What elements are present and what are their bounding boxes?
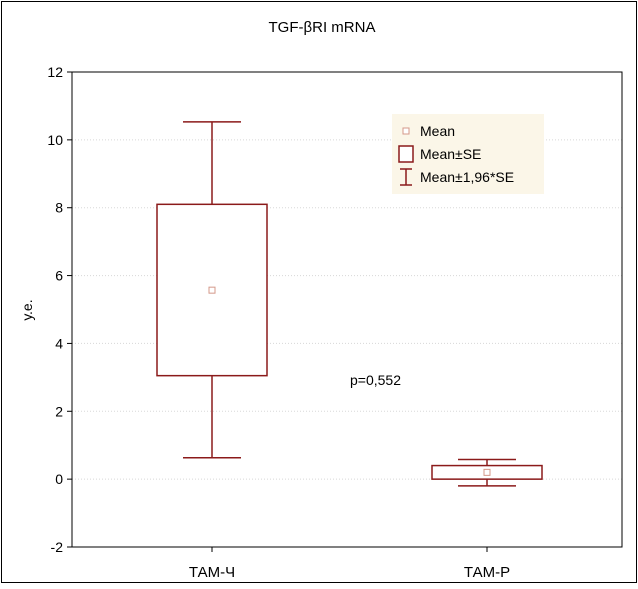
y-tick-label: 0 [55,471,63,487]
legend-mean-symbol [402,127,410,135]
mean-marker [208,286,216,294]
y-tick-label: 10 [47,132,63,148]
box-group [431,458,543,487]
mean-marker [483,468,491,476]
y-tick-label: 8 [55,200,63,216]
y-tick-label: 2 [55,403,63,419]
legend-label: Mean±1,96*SE [420,169,514,185]
legend-label: Mean [420,123,455,139]
y-tick-label: -2 [51,539,64,555]
chart-title: TGF-βRI mRNA [269,19,376,36]
y-axis-label: у.е. [19,299,35,320]
box-group [156,121,268,459]
legend-label: Mean±SE [420,146,481,162]
x-tick-label: ТАМ-Ч [189,564,235,581]
legend-box [392,114,544,194]
legend: Mean Mean±SE Mean±1,96*SE [392,114,544,194]
p-value-annotation: p=0,552 [350,372,401,388]
tick-labels: -2 0 2 4 6 8 10 12 ТАМ-Ч ТАМ-Р [47,64,510,581]
axes [67,71,623,552]
y-tick-label: 6 [55,268,63,284]
legend-se-symbol [398,145,414,163]
x-tick-label: ТАМ-Р [464,564,510,581]
y-tick-label: 4 [55,335,63,351]
y-tick-label: 12 [47,64,63,80]
box-plot-series [156,121,543,487]
plot-frame [71,71,623,548]
